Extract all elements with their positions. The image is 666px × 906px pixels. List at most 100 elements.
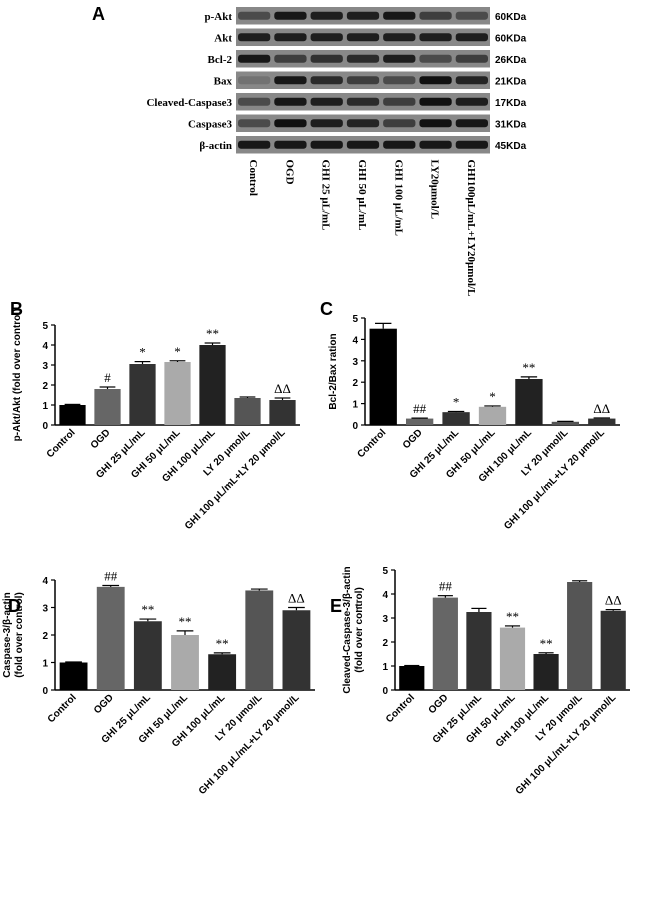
error-bar: [99, 386, 116, 389]
blot-band: [455, 33, 488, 42]
bar: [282, 610, 311, 690]
blot-band: [455, 140, 488, 149]
blot-band: [310, 140, 343, 149]
bar: [551, 421, 580, 425]
bar: [129, 364, 156, 425]
blot-band: [383, 11, 416, 20]
annotation: *: [489, 389, 496, 404]
blot-band: [419, 76, 452, 85]
y-tick-label: 4: [352, 335, 358, 346]
x-tick-label: Control: [384, 692, 417, 725]
blot-band: [238, 119, 271, 128]
blot-band: [310, 33, 343, 42]
annotation: **: [522, 360, 535, 375]
x-tick-label: OGD: [427, 692, 451, 716]
annotation: *: [139, 345, 146, 360]
blot-band: [274, 33, 307, 42]
error-bar: [447, 410, 465, 413]
bar: [369, 328, 397, 425]
blot-band: [419, 97, 452, 106]
bar: [567, 582, 593, 690]
error-bar: [520, 376, 538, 379]
y-tick-label: 0: [352, 421, 358, 432]
x-tick-label: OGD: [92, 692, 116, 716]
blot-size: 45KDa: [495, 141, 527, 152]
panel-label: B: [10, 299, 23, 319]
y-tick-label: 2: [42, 631, 48, 642]
blot-band: [419, 54, 452, 63]
blot-band: [238, 76, 271, 85]
bar: [133, 621, 162, 690]
blot-band: [346, 76, 380, 85]
y-tick-label: 0: [382, 686, 388, 697]
bar: [466, 612, 492, 690]
error-bar: [65, 661, 82, 663]
annotation: **: [540, 636, 553, 651]
y-tick-label: 1: [42, 401, 48, 412]
blot-band: [455, 11, 488, 20]
blot-lane-label: LY20μmol/L: [429, 160, 441, 220]
blot-band: [455, 119, 488, 128]
panel-label: D: [8, 596, 21, 616]
blot-band: [383, 119, 416, 128]
blot-band: [238, 97, 271, 106]
blot-band: [238, 33, 271, 42]
error-bar: [204, 342, 221, 345]
y-axis-label: p-Akt/Akt (fold over control): [12, 309, 23, 442]
y-tick-label: 5: [42, 321, 48, 332]
blot-band: [310, 76, 343, 85]
y-tick-label: 3: [352, 357, 358, 368]
blot-band: [346, 97, 380, 106]
y-axis-label: Caspase-3/β-actin: [2, 592, 13, 678]
y-tick-label: 4: [42, 341, 48, 352]
x-tick-label: Control: [46, 692, 79, 725]
annotation: ##: [413, 401, 427, 416]
bar: [432, 597, 458, 690]
x-tick-label: Control: [355, 427, 388, 460]
y-tick-label: 1: [352, 400, 358, 411]
bar: [94, 389, 121, 425]
annotation: *: [174, 344, 181, 359]
bar: [533, 654, 559, 690]
blot-band: [238, 140, 271, 149]
blot-row-label: Bax: [214, 75, 233, 87]
blot-lane-label: GHI100μL/mL+LY20μmol/L: [465, 160, 477, 297]
error-bar: [593, 417, 610, 419]
y-axis-label: Cleaved-Caspase-3/β-actin: [342, 566, 353, 693]
annotation: **: [506, 609, 519, 624]
annotation: ΔΔ: [593, 401, 610, 416]
y-tick-label: 2: [382, 638, 388, 649]
annotation: **: [206, 326, 219, 341]
bar: [442, 412, 470, 425]
panel-label: C: [320, 299, 333, 319]
blot-lane-label: OGD: [283, 160, 295, 185]
blot-band: [274, 119, 307, 128]
error-bar: [169, 360, 186, 362]
error-bar: [239, 396, 256, 398]
blot-row-label: Cleaved-Caspase3: [146, 97, 232, 109]
error-bar: [250, 588, 268, 591]
bar: [499, 627, 526, 690]
y-tick-label: 3: [382, 614, 388, 625]
bar: [269, 400, 296, 425]
y-tick-label: 4: [382, 590, 388, 601]
annotation: ΔΔ: [288, 591, 305, 606]
bar: [164, 362, 191, 425]
blot-size: 21KDa: [495, 76, 527, 87]
error-bar: [288, 606, 305, 611]
y-axis-label: (fold over control): [354, 587, 365, 673]
blot-band: [274, 97, 307, 106]
error-bar: [538, 652, 554, 654]
annotation: *: [453, 395, 460, 410]
blot-band: [383, 140, 416, 149]
y-tick-label: 0: [42, 686, 48, 697]
panel-note: :: [355, 604, 358, 615]
blot-band: [455, 54, 488, 63]
bar: [399, 666, 425, 690]
panel-label: E: [330, 596, 342, 616]
blot-band: [346, 119, 380, 128]
blot-row-label: β-actin: [199, 140, 232, 152]
blot-lane-label: GHI 25 μL/mL: [320, 160, 332, 231]
annotation: ΔΔ: [274, 381, 291, 396]
